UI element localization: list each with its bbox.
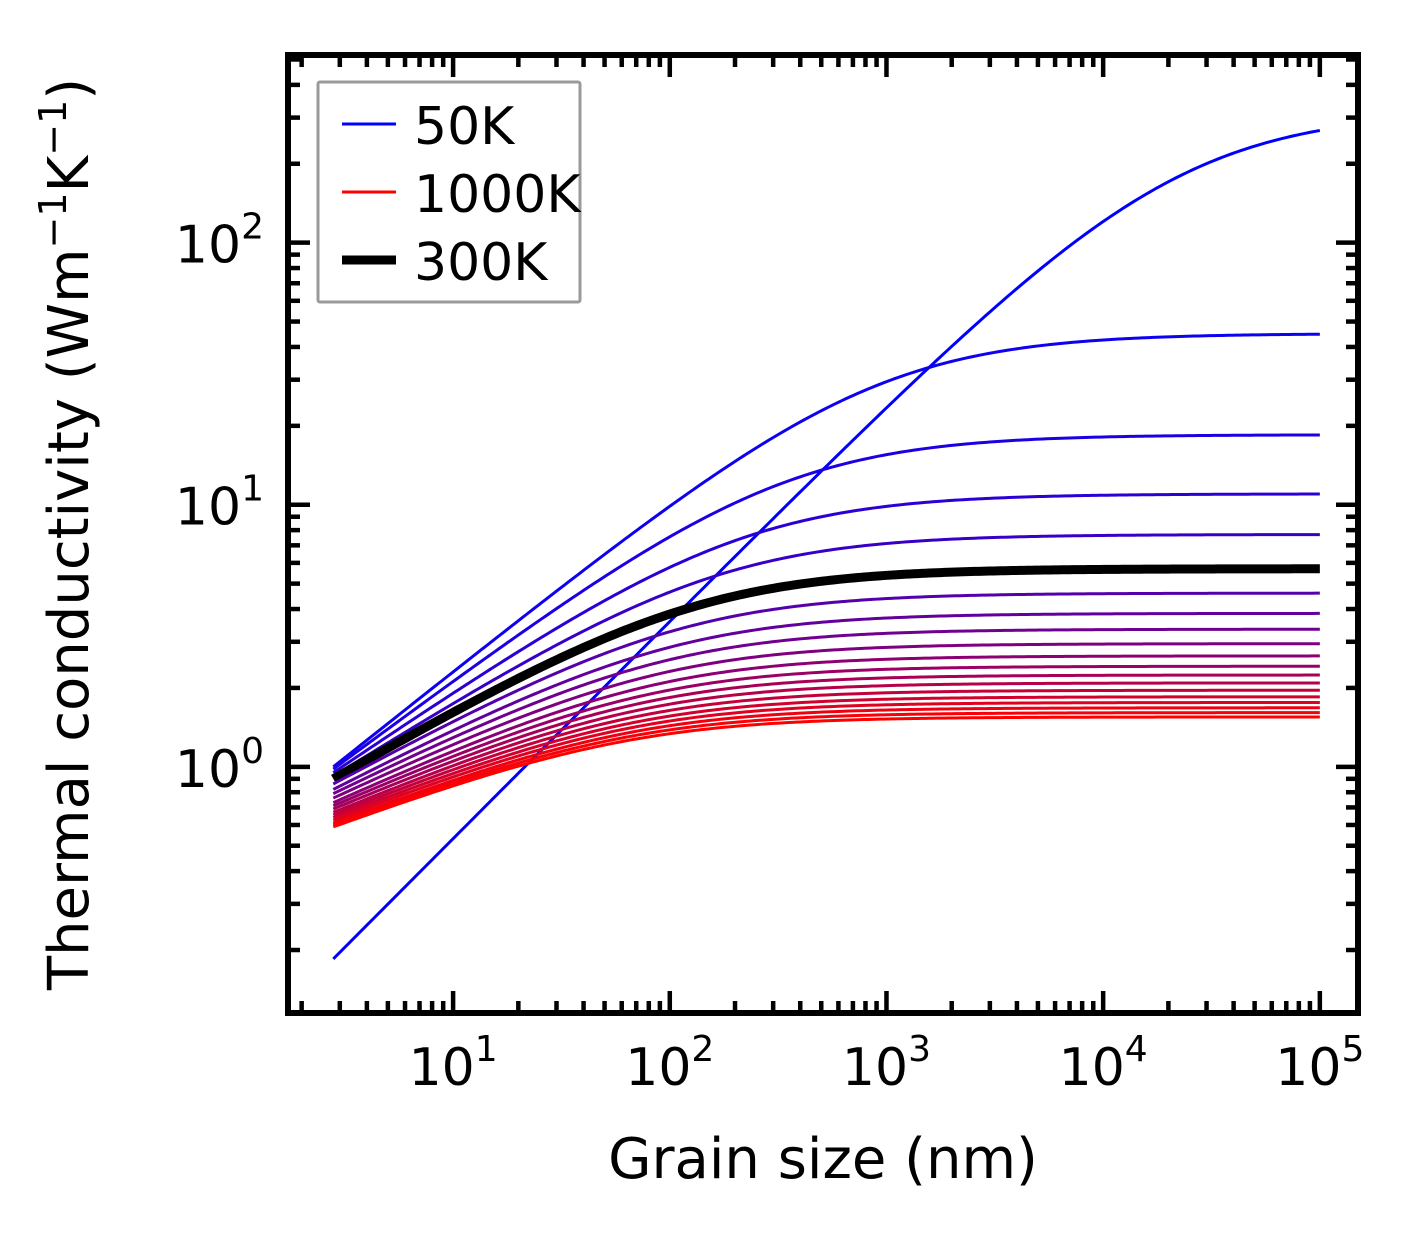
curve-900k <box>332 706 1320 825</box>
svg-text:105: 105 <box>1275 1029 1364 1098</box>
svg-text:101: 101 <box>409 1029 498 1098</box>
y-tick-label: 102 <box>175 207 264 276</box>
legend-frame <box>316 80 582 304</box>
legend-label-300k: 300K <box>414 233 549 293</box>
curve-200k <box>332 492 1320 774</box>
legend-label-50k: 50K <box>414 97 516 157</box>
curve-1000k <box>332 715 1320 829</box>
x-tick-label: 103 <box>842 1029 931 1098</box>
svg-text:103: 103 <box>842 1029 931 1098</box>
x-tick-label: 105 <box>1275 1029 1364 1098</box>
svg-text:104: 104 <box>1059 1029 1148 1098</box>
x-tick-labels: 101 102 103 104 105 <box>409 1029 1365 1098</box>
curve-700k <box>332 681 1320 814</box>
y-tick-labels: 100 101 102 <box>175 207 264 800</box>
curve-750k <box>332 688 1320 817</box>
curve-500k <box>332 642 1320 800</box>
curve-450k <box>332 627 1320 796</box>
x-tick-label: 102 <box>625 1029 714 1098</box>
legend-label-1000k: 1000K <box>414 165 582 225</box>
axes-group <box>285 52 1361 1016</box>
curve-650k <box>332 673 1320 811</box>
x-tick-label: 104 <box>1059 1029 1148 1098</box>
svg-text:101: 101 <box>175 469 264 538</box>
curve-150k <box>332 433 1320 771</box>
chart-legend: 50K 1000K 300K <box>316 80 582 304</box>
curve-300k-highlight <box>331 564 1321 783</box>
y-axis-label: Thermal conductivity (Wm−1K−1) <box>31 78 102 991</box>
curve-550k <box>332 654 1320 805</box>
curve-850k <box>332 701 1320 822</box>
curve-950k <box>332 711 1320 827</box>
y-tick-label: 101 <box>175 469 264 538</box>
svg-text:Thermal conductivity (Wm−1K−1): Thermal conductivity (Wm−1K−1) <box>31 78 102 991</box>
curve-50k <box>332 129 1321 960</box>
data-curves-group <box>331 129 1321 960</box>
x-tick-label: 101 <box>409 1029 498 1098</box>
svg-text:100: 100 <box>175 731 264 800</box>
y-tick-label: 100 <box>175 731 264 800</box>
svg-text:102: 102 <box>625 1029 714 1098</box>
curve-600k <box>332 664 1320 808</box>
x-axis-label: Grain size (nm) <box>608 1127 1038 1192</box>
curve-350k <box>332 591 1320 786</box>
curve-250k <box>332 533 1320 778</box>
svg-text:102: 102 <box>175 207 264 276</box>
curve-400k <box>332 611 1320 791</box>
curve-800k <box>332 695 1320 820</box>
curve-100k <box>332 332 1320 768</box>
